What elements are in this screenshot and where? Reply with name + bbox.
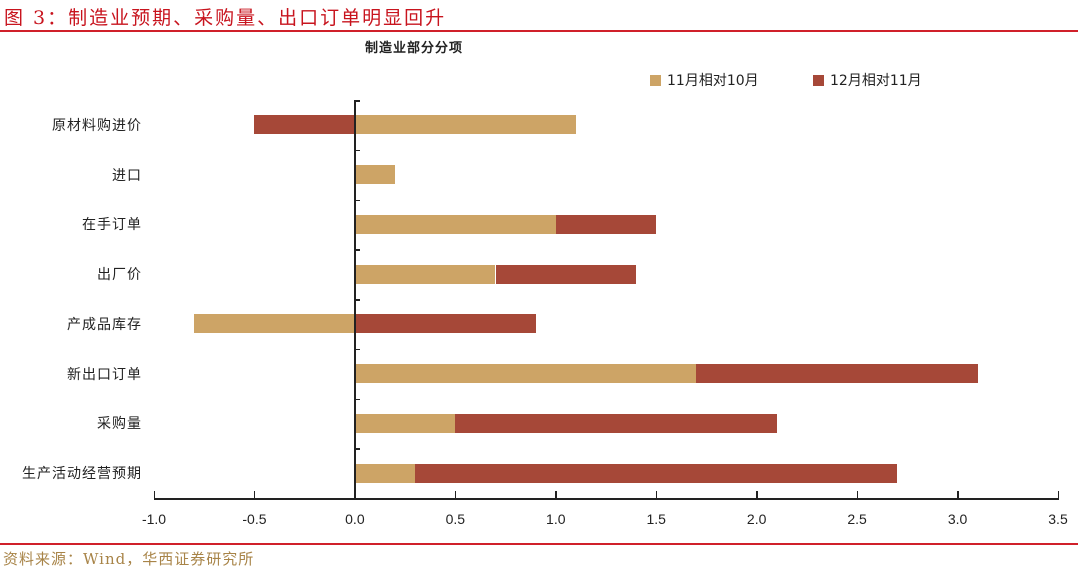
chart-title: 制造业部分分项 [365, 41, 464, 56]
bar-series-2 [696, 364, 978, 384]
x-tick [1057, 491, 1059, 499]
bar-series-1 [354, 463, 416, 483]
legend-series-2: 12月相对11月 [813, 70, 922, 90]
figure-title: 图 3：制造业预期、采购量、出口订单明显回升 [4, 7, 447, 29]
x-tick [253, 491, 256, 499]
bar-series-1 [354, 264, 496, 284]
x-tick-label: 1.5 [646, 511, 666, 527]
source-note: 资料来源：Wind，华西证券研究所 [3, 550, 255, 568]
x-tick [756, 491, 758, 499]
bar-series-1 [354, 165, 396, 185]
bar-series-2 [495, 264, 637, 284]
y-tick [354, 249, 360, 251]
x-tick-label: 3.0 [947, 511, 968, 527]
x-tick [655, 491, 658, 499]
x-axis [154, 498, 1059, 500]
bar-series-2 [555, 214, 657, 234]
x-tick [856, 491, 859, 499]
x-tick [454, 491, 457, 499]
category-label: 采购量 [97, 416, 142, 433]
y-tick [354, 199, 360, 201]
legend-swatch-2 [813, 74, 824, 86]
category-label: 出厂价 [97, 267, 142, 284]
category-label: 产成品库存 [67, 316, 142, 333]
category-label: 原材料购进价 [52, 117, 142, 134]
x-tick-label: 2.5 [847, 511, 867, 527]
x-tick [555, 491, 557, 499]
bar-series-1 [194, 314, 355, 334]
bar-series-2 [254, 115, 355, 135]
legend-label-2: 12月相对11月 [830, 73, 922, 89]
x-tick-label: 1.0 [546, 511, 566, 527]
category-label: 进口 [112, 167, 142, 184]
bar-series-1 [354, 115, 576, 135]
x-tick-label: 0.5 [445, 511, 466, 527]
x-tick-label: -0.5 [242, 511, 267, 527]
y-tick [354, 398, 360, 400]
y-tick [354, 149, 360, 152]
bar-series-1 [354, 364, 697, 384]
x-tick [957, 491, 959, 499]
bar-series-1 [354, 214, 556, 234]
y-tick [354, 498, 360, 500]
y-tick [354, 448, 360, 450]
y-axis [354, 100, 356, 498]
title-rule [0, 30, 1078, 32]
category-label: 生产活动经营预期 [22, 466, 142, 483]
legend-swatch-1 [650, 74, 661, 86]
bar-series-2 [415, 463, 898, 483]
x-tick-label: 0.0 [345, 511, 365, 527]
bar-series-1 [354, 413, 456, 433]
x-tick [153, 491, 155, 499]
x-tick-label: 3.5 [1048, 511, 1068, 527]
category-label: 在手订单 [82, 217, 142, 234]
category-label: 新出口订单 [67, 366, 142, 383]
bar-series-2 [354, 314, 536, 334]
y-tick [354, 100, 360, 102]
legend-label-1: 11月相对10月 [667, 73, 759, 89]
y-tick [354, 348, 360, 351]
x-tick-label: -1.0 [141, 511, 167, 527]
x-tick-label: 2.0 [746, 511, 767, 527]
legend-series-1: 11月相对10月 [650, 70, 759, 90]
y-tick [354, 299, 360, 301]
source-rule [0, 543, 1078, 545]
bar-series-2 [455, 413, 777, 433]
